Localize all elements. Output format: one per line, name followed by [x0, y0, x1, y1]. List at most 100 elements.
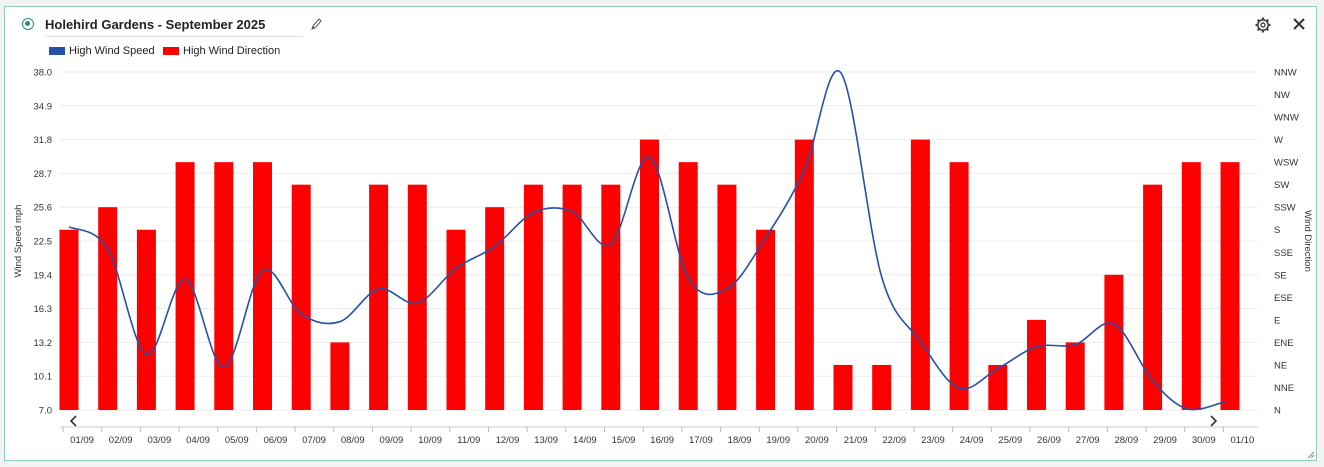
direction-bar[interactable] — [523, 184, 543, 410]
y-right-tick-label: N — [1274, 406, 1281, 417]
x-tick-label: 10/09 — [418, 435, 442, 446]
x-tick-label: 01/09 — [70, 435, 94, 446]
chart-panel: Holehird Gardens - September 2025 High W… — [4, 6, 1317, 461]
x-tick-label: 19/09 — [766, 435, 790, 446]
x-tick-label: 08/09 — [341, 435, 365, 446]
x-tick-label: 12/09 — [496, 435, 520, 446]
x-tick-label: 15/09 — [612, 435, 636, 446]
y-right-tick-label: S — [1274, 225, 1280, 236]
chevron-right-icon[interactable] — [1210, 415, 1218, 427]
direction-bar[interactable] — [640, 139, 659, 410]
y-left-tick-label: 22.5 — [34, 237, 53, 248]
direction-bar[interactable] — [485, 207, 505, 410]
x-tick-label: 13/09 — [534, 435, 558, 446]
x-tick-label: 25/09 — [998, 435, 1022, 446]
x-tick-label: 23/09 — [921, 435, 945, 446]
direction-bar[interactable] — [601, 184, 621, 410]
select-radio[interactable] — [22, 18, 34, 30]
y-right-tick-label: NW — [1274, 90, 1290, 101]
x-tick-label: 04/09 — [186, 435, 210, 446]
direction-bar[interactable] — [717, 184, 737, 410]
direction-bar[interactable] — [98, 207, 118, 410]
direction-bar[interactable] — [678, 162, 698, 410]
direction-bar[interactable] — [910, 139, 930, 410]
direction-bar[interactable] — [214, 162, 234, 410]
y-right-tick-label: WSW — [1274, 158, 1298, 169]
y-left-tick-label: 31.8 — [34, 135, 53, 146]
direction-bar[interactable] — [1065, 342, 1085, 410]
direction-bar[interactable] — [988, 364, 1008, 410]
y-left-tick-label: 28.7 — [34, 169, 53, 180]
x-tick-label: 24/09 — [960, 435, 984, 446]
x-tick-label: 06/09 — [264, 435, 288, 446]
legend-item-direction[interactable]: High Wind Direction — [163, 45, 280, 57]
y-right-tick-label: SW — [1274, 180, 1289, 191]
x-tick-label: 28/09 — [1114, 435, 1138, 446]
y-left-tick-label: 10.1 — [34, 372, 53, 383]
direction-bar[interactable] — [446, 229, 466, 410]
close-icon[interactable] — [1290, 15, 1308, 33]
x-tick-label: 30/09 — [1192, 435, 1216, 446]
x-tick-label: 16/09 — [650, 435, 674, 446]
direction-bar[interactable] — [59, 229, 79, 410]
x-tick-label: 11/09 — [457, 435, 480, 446]
direction-bar[interactable] — [1181, 162, 1201, 410]
direction-bar[interactable] — [1143, 184, 1163, 410]
page-title[interactable]: Holehird Gardens - September 2025 — [45, 17, 303, 37]
y-left-axis-title: Wind Speed mph — [13, 205, 24, 278]
direction-bar[interactable] — [291, 184, 311, 410]
direction-bar[interactable] — [330, 342, 350, 410]
y-right-tick-label: NNW — [1274, 68, 1297, 79]
x-tick-label: 14/09 — [573, 435, 597, 446]
direction-bar[interactable] — [794, 139, 814, 410]
y-left-tick-label: 25.6 — [34, 203, 53, 214]
direction-bar[interactable] — [1220, 162, 1240, 410]
x-tick-label: 09/09 — [380, 435, 404, 446]
y-right-tick-label: E — [1274, 315, 1280, 326]
resize-handle-icon[interactable] — [1305, 449, 1315, 459]
x-tick-label: 27/09 — [1076, 435, 1100, 446]
y-left-tick-label: 38.0 — [34, 68, 53, 79]
y-right-tick-label: ESE — [1274, 293, 1293, 304]
direction-bar[interactable] — [872, 364, 892, 410]
direction-bar[interactable] — [1027, 319, 1046, 410]
x-tick-label: 01/10 — [1231, 435, 1255, 446]
y-right-tick-label: SSW — [1274, 203, 1296, 214]
legend-item-speed[interactable]: High Wind Speed — [49, 45, 155, 57]
x-tick-label: 03/09 — [147, 435, 171, 446]
panel-header: Holehird Gardens - September 2025 — [5, 7, 1316, 43]
direction-bar[interactable] — [369, 184, 389, 410]
y-right-tick-label: NE — [1274, 360, 1287, 371]
direction-bar[interactable] — [949, 162, 969, 410]
x-tick-label: 26/09 — [1037, 435, 1061, 446]
y-left-tick-label: 13.2 — [34, 338, 53, 349]
direction-bar[interactable] — [833, 364, 853, 410]
x-tick-label: 07/09 — [302, 435, 326, 446]
x-tick-label: 18/09 — [728, 435, 752, 446]
direction-bar[interactable] — [562, 184, 582, 410]
y-right-axis-title: Wind Direction — [1302, 210, 1313, 272]
pencil-icon[interactable] — [309, 16, 323, 32]
y-right-tick-label: NNE — [1274, 383, 1294, 394]
wind-speed-line[interactable] — [68, 69, 1227, 411]
y-left-tick-label: 16.3 — [34, 304, 53, 315]
direction-bar[interactable] — [253, 162, 272, 410]
y-right-tick-label: SE — [1274, 270, 1287, 281]
x-tick-label: 02/09 — [109, 435, 133, 446]
y-right-tick-label: W — [1274, 135, 1283, 146]
direction-bar[interactable] — [756, 229, 776, 410]
x-tick-label: 17/09 — [689, 435, 713, 446]
gear-icon[interactable] — [1254, 16, 1272, 34]
x-tick-label: 29/09 — [1153, 435, 1177, 446]
chevron-left-icon[interactable] — [69, 415, 77, 427]
legend-swatch-speed — [49, 47, 65, 56]
x-tick-label: 22/09 — [882, 435, 906, 446]
direction-bar[interactable] — [407, 184, 427, 410]
wind-chart: 38.0 34.9 31.8 28.7 25.6 22.5 19.4 16.3 13.2 10.1… — [13, 68, 1313, 447]
legend-label-speed: High Wind Speed — [69, 45, 155, 57]
x-tick-label: 20/09 — [805, 435, 829, 446]
direction-bar[interactable] — [1104, 274, 1124, 410]
y-right-tick-label: ENE — [1274, 338, 1294, 349]
direction-bar[interactable] — [175, 162, 195, 410]
direction-bar[interactable] — [136, 229, 156, 410]
